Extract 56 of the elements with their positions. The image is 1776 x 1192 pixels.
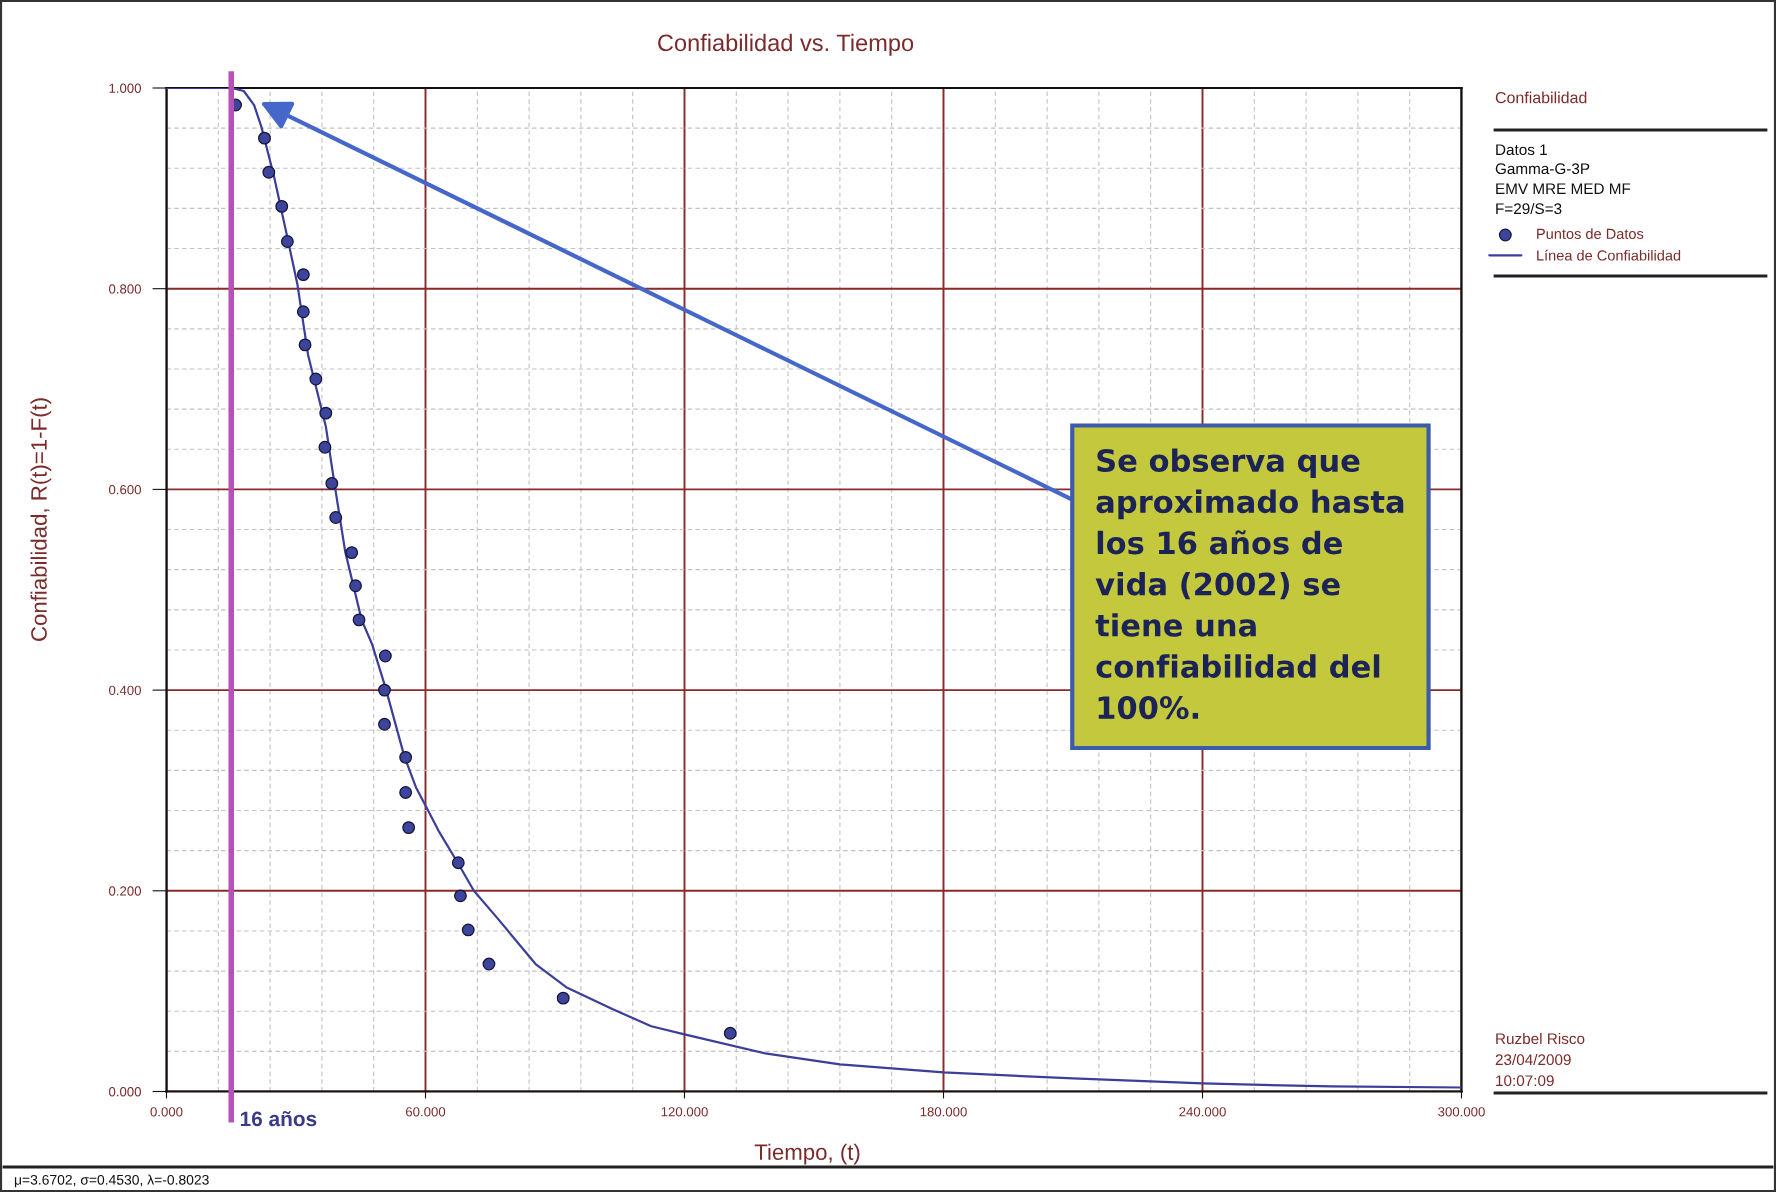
- y-tick-label: 1.000: [109, 83, 141, 93]
- point: [451, 856, 465, 870]
- x-tick-label: 0.000: [150, 1107, 183, 1117]
- y-tick-label: 0.200: [109, 886, 141, 896]
- y-tick-label: 0.000: [109, 1087, 141, 1097]
- point: [262, 165, 276, 179]
- point: [296, 305, 310, 319]
- point: [399, 786, 413, 799]
- point: [723, 1026, 737, 1040]
- point: [319, 406, 333, 420]
- point: [378, 649, 392, 663]
- text: EMV MRE MED MF: [1496, 183, 1631, 194]
- y-axis-title: Confiabilidad, R(t)=1-F(t): [30, 398, 52, 641]
- x-tick-label: 60.000: [405, 1107, 446, 1117]
- point: [309, 372, 323, 386]
- x-tick-label: 180.000: [920, 1107, 967, 1117]
- point: [402, 821, 416, 835]
- point: [258, 131, 271, 145]
- text: Ruzbel Risco: [1496, 1032, 1585, 1045]
- text: F=29/S=3: [1496, 202, 1562, 215]
- text: μ=3.6702, σ=0.4530, λ=-0.8023: [14, 1174, 209, 1188]
- text: Gamma-G-3P: [1495, 163, 1590, 175]
- point: [345, 546, 359, 560]
- y-tick-label: 0.400: [109, 685, 141, 696]
- chart-title: Confiabilidad vs. Tiempo: [658, 33, 914, 56]
- text: 23/04/2009: [1495, 1053, 1571, 1066]
- text: 10:07:09: [1496, 1075, 1554, 1087]
- legend-label: Línea de Confiabilidad: [1537, 249, 1681, 261]
- text: Datos 1: [1496, 144, 1547, 156]
- legend-label: Puntos de Datos: [1537, 228, 1644, 239]
- point: [461, 923, 475, 937]
- legend-title: Confiabilidad: [1495, 91, 1587, 104]
- x-axis-title: Tiempo, (t): [754, 1143, 860, 1165]
- point: [329, 511, 343, 524]
- point: [556, 991, 570, 1005]
- point: [399, 750, 413, 764]
- ref-line-label: 16 años: [240, 1111, 317, 1127]
- point: [298, 338, 312, 352]
- point: [352, 613, 366, 627]
- annotation: Se observa que aproximado hasta los 16 años de vida (2002) se tiene una confiabilidad del 100%.: [1095, 448, 1404, 720]
- point: [349, 579, 363, 593]
- point: [325, 476, 339, 490]
- point: [482, 957, 496, 971]
- x-tick-label: 240.000: [1179, 1107, 1226, 1117]
- x-tick-label: 120.000: [661, 1107, 708, 1117]
- point: [275, 199, 289, 213]
- point: [378, 683, 391, 697]
- point: [318, 440, 332, 454]
- y-tick-label: 0.600: [109, 484, 141, 495]
- point: [280, 235, 294, 248]
- point: [378, 717, 391, 731]
- line-series: [166, 88, 1462, 1089]
- y-tick-label: 0.800: [109, 284, 141, 294]
- x-tick-label: 300.000: [1438, 1107, 1485, 1117]
- point: [296, 268, 310, 282]
- point: [454, 889, 467, 903]
